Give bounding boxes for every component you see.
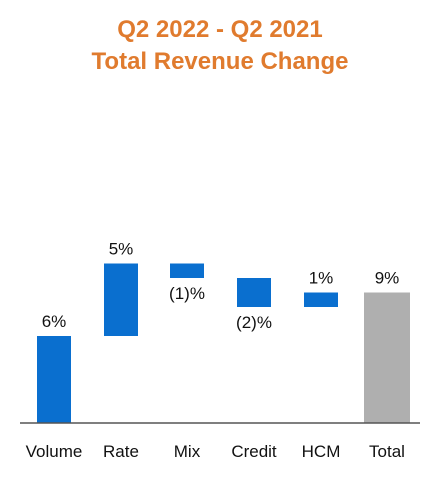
bar-credit <box>237 278 271 307</box>
data-label-volume: 6% <box>42 312 67 331</box>
bar-mix <box>170 263 204 278</box>
category-label-hcm: HCM <box>302 442 341 461</box>
data-label-credit: (2)% <box>236 313 272 332</box>
category-label-volume: Volume <box>26 442 83 461</box>
bar-hcm <box>304 292 338 307</box>
category-label-mix: Mix <box>174 442 201 461</box>
bar-volume <box>37 336 71 423</box>
chart-subtitle: Total Revenue Change <box>91 48 349 75</box>
category-label-total: Total <box>369 442 405 461</box>
bar-total <box>364 292 410 423</box>
bar-rate <box>104 263 138 336</box>
category-label-credit: Credit <box>231 442 277 461</box>
category-label-rate: Rate <box>103 442 139 461</box>
chart-title: Q2 2022 - Q2 2021 <box>117 16 323 43</box>
data-label-total: 9% <box>375 269 400 288</box>
data-label-hcm: 1% <box>309 269 334 288</box>
data-label-rate: 5% <box>109 240 134 259</box>
data-label-mix: (1)% <box>169 284 205 303</box>
